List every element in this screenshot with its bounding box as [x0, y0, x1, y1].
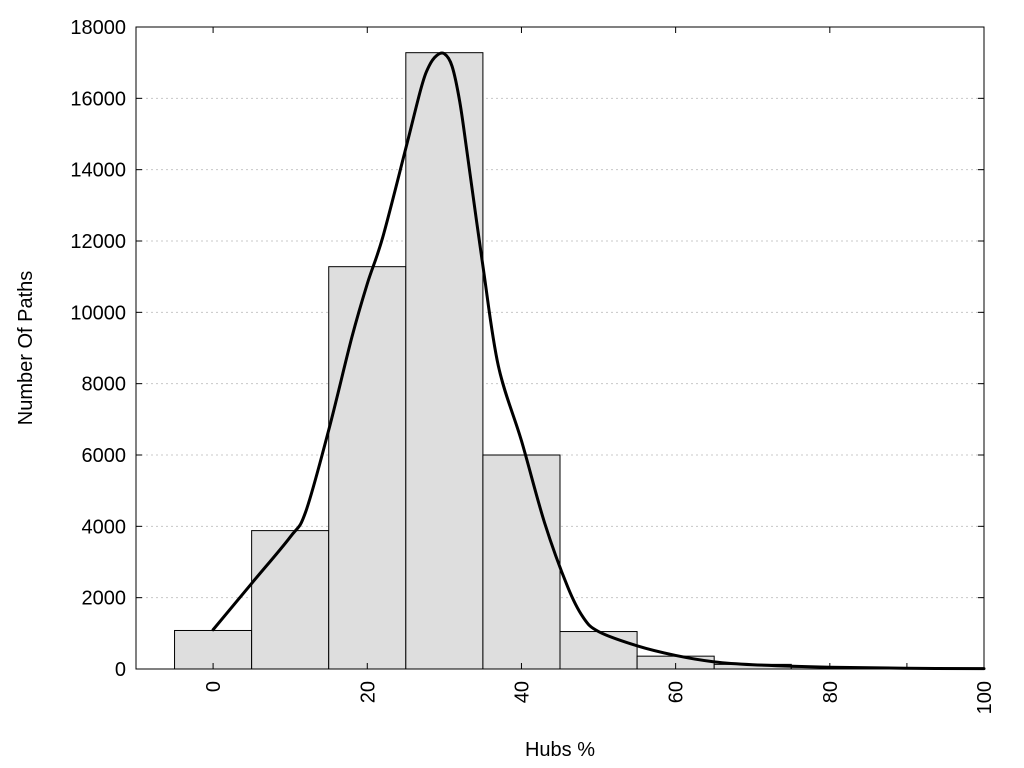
- histogram-bar: [559, 631, 638, 670]
- y-tick-label: 14000: [70, 160, 126, 182]
- y-axis-title: Number Of Paths: [15, 271, 37, 426]
- plot-frame: [135, 26, 985, 670]
- histogram-bar: [174, 629, 253, 670]
- y-tick-label: 18000: [70, 17, 126, 39]
- histogram-bars: [174, 52, 946, 670]
- y-tick-label: 4000: [82, 516, 127, 538]
- x-tick-label: 20: [357, 681, 379, 703]
- y-tick-label: 0: [115, 659, 126, 681]
- histogram-bar: [482, 454, 561, 670]
- y-tick-label: 2000: [82, 588, 127, 610]
- density-curve-layer: [211, 51, 986, 671]
- y-tick-label: 10000: [70, 302, 126, 324]
- y-tick-label: 6000: [82, 445, 127, 467]
- histogram-bar: [405, 52, 484, 670]
- x-tick-label: 80: [820, 681, 842, 703]
- y-tick-label: 12000: [70, 231, 126, 253]
- grid-lines: [136, 97, 984, 599]
- histogram-bar: [251, 530, 330, 670]
- x-tick-label: 0: [203, 681, 225, 692]
- histogram-bar: [328, 266, 407, 670]
- x-tick-label: 40: [511, 681, 533, 703]
- x-axis-ticks: 0 20 40 60 80 100: [203, 27, 996, 714]
- x-tick-label: 100: [974, 681, 996, 714]
- density-curve: [211, 51, 986, 671]
- x-axis-title: Hubs %: [525, 739, 595, 761]
- y-tick-label: 16000: [70, 88, 126, 110]
- y-axis-ticks: 0 2000 4000 6000 8000 10000 12000 14000 16000 180…: [70, 17, 984, 681]
- x-tick-label: 60: [666, 681, 688, 703]
- y-tick-label: 8000: [82, 374, 127, 396]
